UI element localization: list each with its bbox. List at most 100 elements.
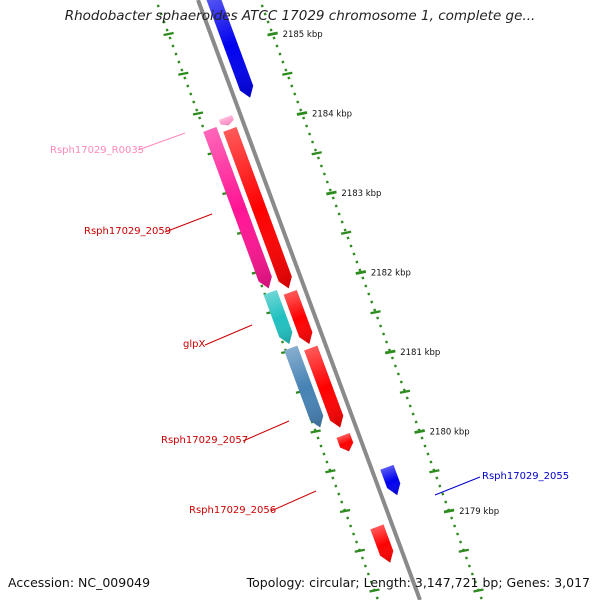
gene-label-text: Rsph17029_2057 [161,435,248,446]
major-tick [296,111,308,116]
gene-rsph17029_2059[interactable] [223,126,295,291]
gene-shading [263,289,293,345]
tick-dot [201,124,205,128]
major-tick [326,190,337,196]
tick-dot [198,116,202,120]
gene-layer [203,0,403,565]
tick-dot [290,84,294,88]
tick-dot [420,436,424,440]
tick-dot [310,140,315,144]
kbp-tick-label: 2183 kbp [341,189,381,199]
tick-dot [361,276,365,280]
tick-dot [373,308,377,312]
kbp-tick-label: 2182 kbp [371,269,411,279]
gene-label-rsph17029_2059[interactable]: Rsph17029_2059 [84,213,213,237]
tick-dot [390,356,395,360]
gene-label-text: Rsph17029_2056 [189,505,276,516]
tick-dot [186,84,190,88]
gene-glpx[interactable] [283,289,316,347]
tick-mark [339,508,351,514]
gene-shading [205,0,254,98]
tick-dot [174,52,178,56]
leader-line [137,132,186,151]
tick-dot [354,540,359,544]
tick-dot [337,492,341,496]
tick-mark [325,469,336,474]
gene-label-rsph17029_2056[interactable]: Rsph17029_2056 [189,490,317,516]
gene-rsph17029_r0035[interactable] [218,115,235,128]
major-tick [414,429,425,434]
tick-dot [363,564,367,568]
gene-rsph17029_2056[interactable] [336,433,356,454]
tick-dot [275,44,279,48]
tick-dot [453,524,457,528]
gene-shading [283,289,313,345]
tick-dot [168,36,172,40]
tick-dot [296,100,300,104]
leader-line [204,324,253,346]
gene-unlabeled[interactable] [205,0,256,100]
tick-dot [316,436,320,440]
gene-shading [336,433,354,452]
major-tick [355,270,367,275]
tick-dot [441,492,445,496]
tick-dot [450,516,454,520]
tick-dot [272,36,276,40]
tick-dot [192,100,196,104]
tick-dot [376,316,380,320]
tick-dot [156,4,160,8]
tick-dot [180,68,184,72]
gene-label-rsph17029_r0035[interactable]: Rsph17029_R0035 [50,132,186,156]
gene-unlabeled[interactable] [370,524,396,565]
tick-dot [322,452,326,456]
kbp-tick-label: 2185 kbp [283,30,323,40]
tick-dot [302,116,306,120]
tick-mark [311,151,322,156]
tick-dot [325,460,329,464]
feature-glpx[interactable] [263,289,296,347]
tick-mark [282,71,293,76]
tick-dot [305,124,309,128]
leader-line [242,420,290,442]
tick-mark [178,71,189,76]
tick-dot [349,524,353,528]
leader-line [164,213,213,233]
tick-mark [354,548,366,553]
tick-dot [266,20,270,24]
major-tick [443,508,455,514]
gene-rsph17029_2057[interactable] [304,345,347,430]
tick-dot [367,292,371,296]
gene-label-text: Rsph17029_2059 [84,226,171,237]
gene-shading [304,345,344,428]
tick-dot [458,540,463,544]
tick-dot [331,196,335,200]
gene-shading [284,345,324,428]
tick-dot [346,236,350,240]
tick-dot [183,76,187,80]
tick-dot [352,532,356,536]
gene-rsph17029_2055[interactable] [380,464,403,498]
tick-dot [364,284,368,288]
tick-dot [366,572,370,576]
gene-shading [370,524,394,563]
gene-label-glpx[interactable]: glpX [183,324,253,350]
gene-label-rsph17029_2057[interactable]: Rsph17029_2057 [161,420,290,446]
kbp-tick-label: 2181 kbp [400,348,440,358]
gene-shading [223,126,292,289]
feature-rsph17029_2057[interactable] [284,345,327,430]
tick-dot [470,572,474,576]
tick-mark [429,469,440,474]
gene-label-rsph17029_2055[interactable]: Rsph17029_2055 [434,471,569,496]
tick-dot [260,284,264,288]
tick-dot [269,28,273,32]
kbp-tick-label: 2184 kbp [312,110,352,120]
tick-dot [177,60,181,64]
tick-dot [334,484,338,488]
tick-dot [382,332,386,336]
feature-rsph17029_2059[interactable] [203,126,275,291]
tick-mark [458,548,470,553]
gene-shading [380,464,401,496]
gene-shading [203,126,272,289]
kbp-tick-label: 2179 kbp [459,507,499,517]
page-title: Rhodobacter sphaeroides ATCC 17029 chrom… [64,8,536,24]
